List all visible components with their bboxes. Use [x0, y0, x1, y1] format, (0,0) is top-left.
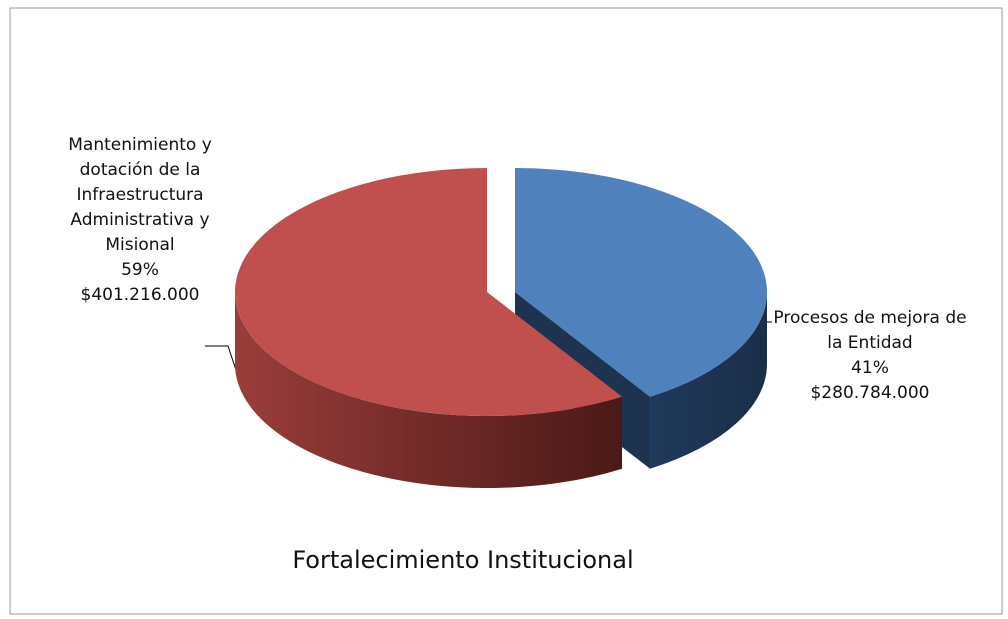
slice-label: Mantenimiento y dotación de la Infraestr…	[40, 133, 240, 308]
slice-side	[235, 292, 623, 488]
percent-label: 41%	[851, 358, 889, 378]
slice-label: Procesos de mejora de la Entidad 41% $28…	[770, 306, 970, 406]
slice	[515, 168, 768, 397]
frame	[9, 7, 1003, 615]
slice-side	[650, 292, 767, 469]
amount-label: $401.216.000	[80, 285, 200, 305]
slice	[235, 168, 623, 416]
amount-label: $280.784.000	[810, 383, 930, 403]
category-label: Mantenimiento y dotación de la Infraestr…	[68, 135, 212, 255]
chart-title: Fortalecimiento Institucional	[292, 546, 634, 574]
category-label: Procesos de mejora de la Entidad	[773, 308, 967, 353]
percent-label: 59%	[121, 260, 159, 280]
pie	[235, 168, 768, 488]
